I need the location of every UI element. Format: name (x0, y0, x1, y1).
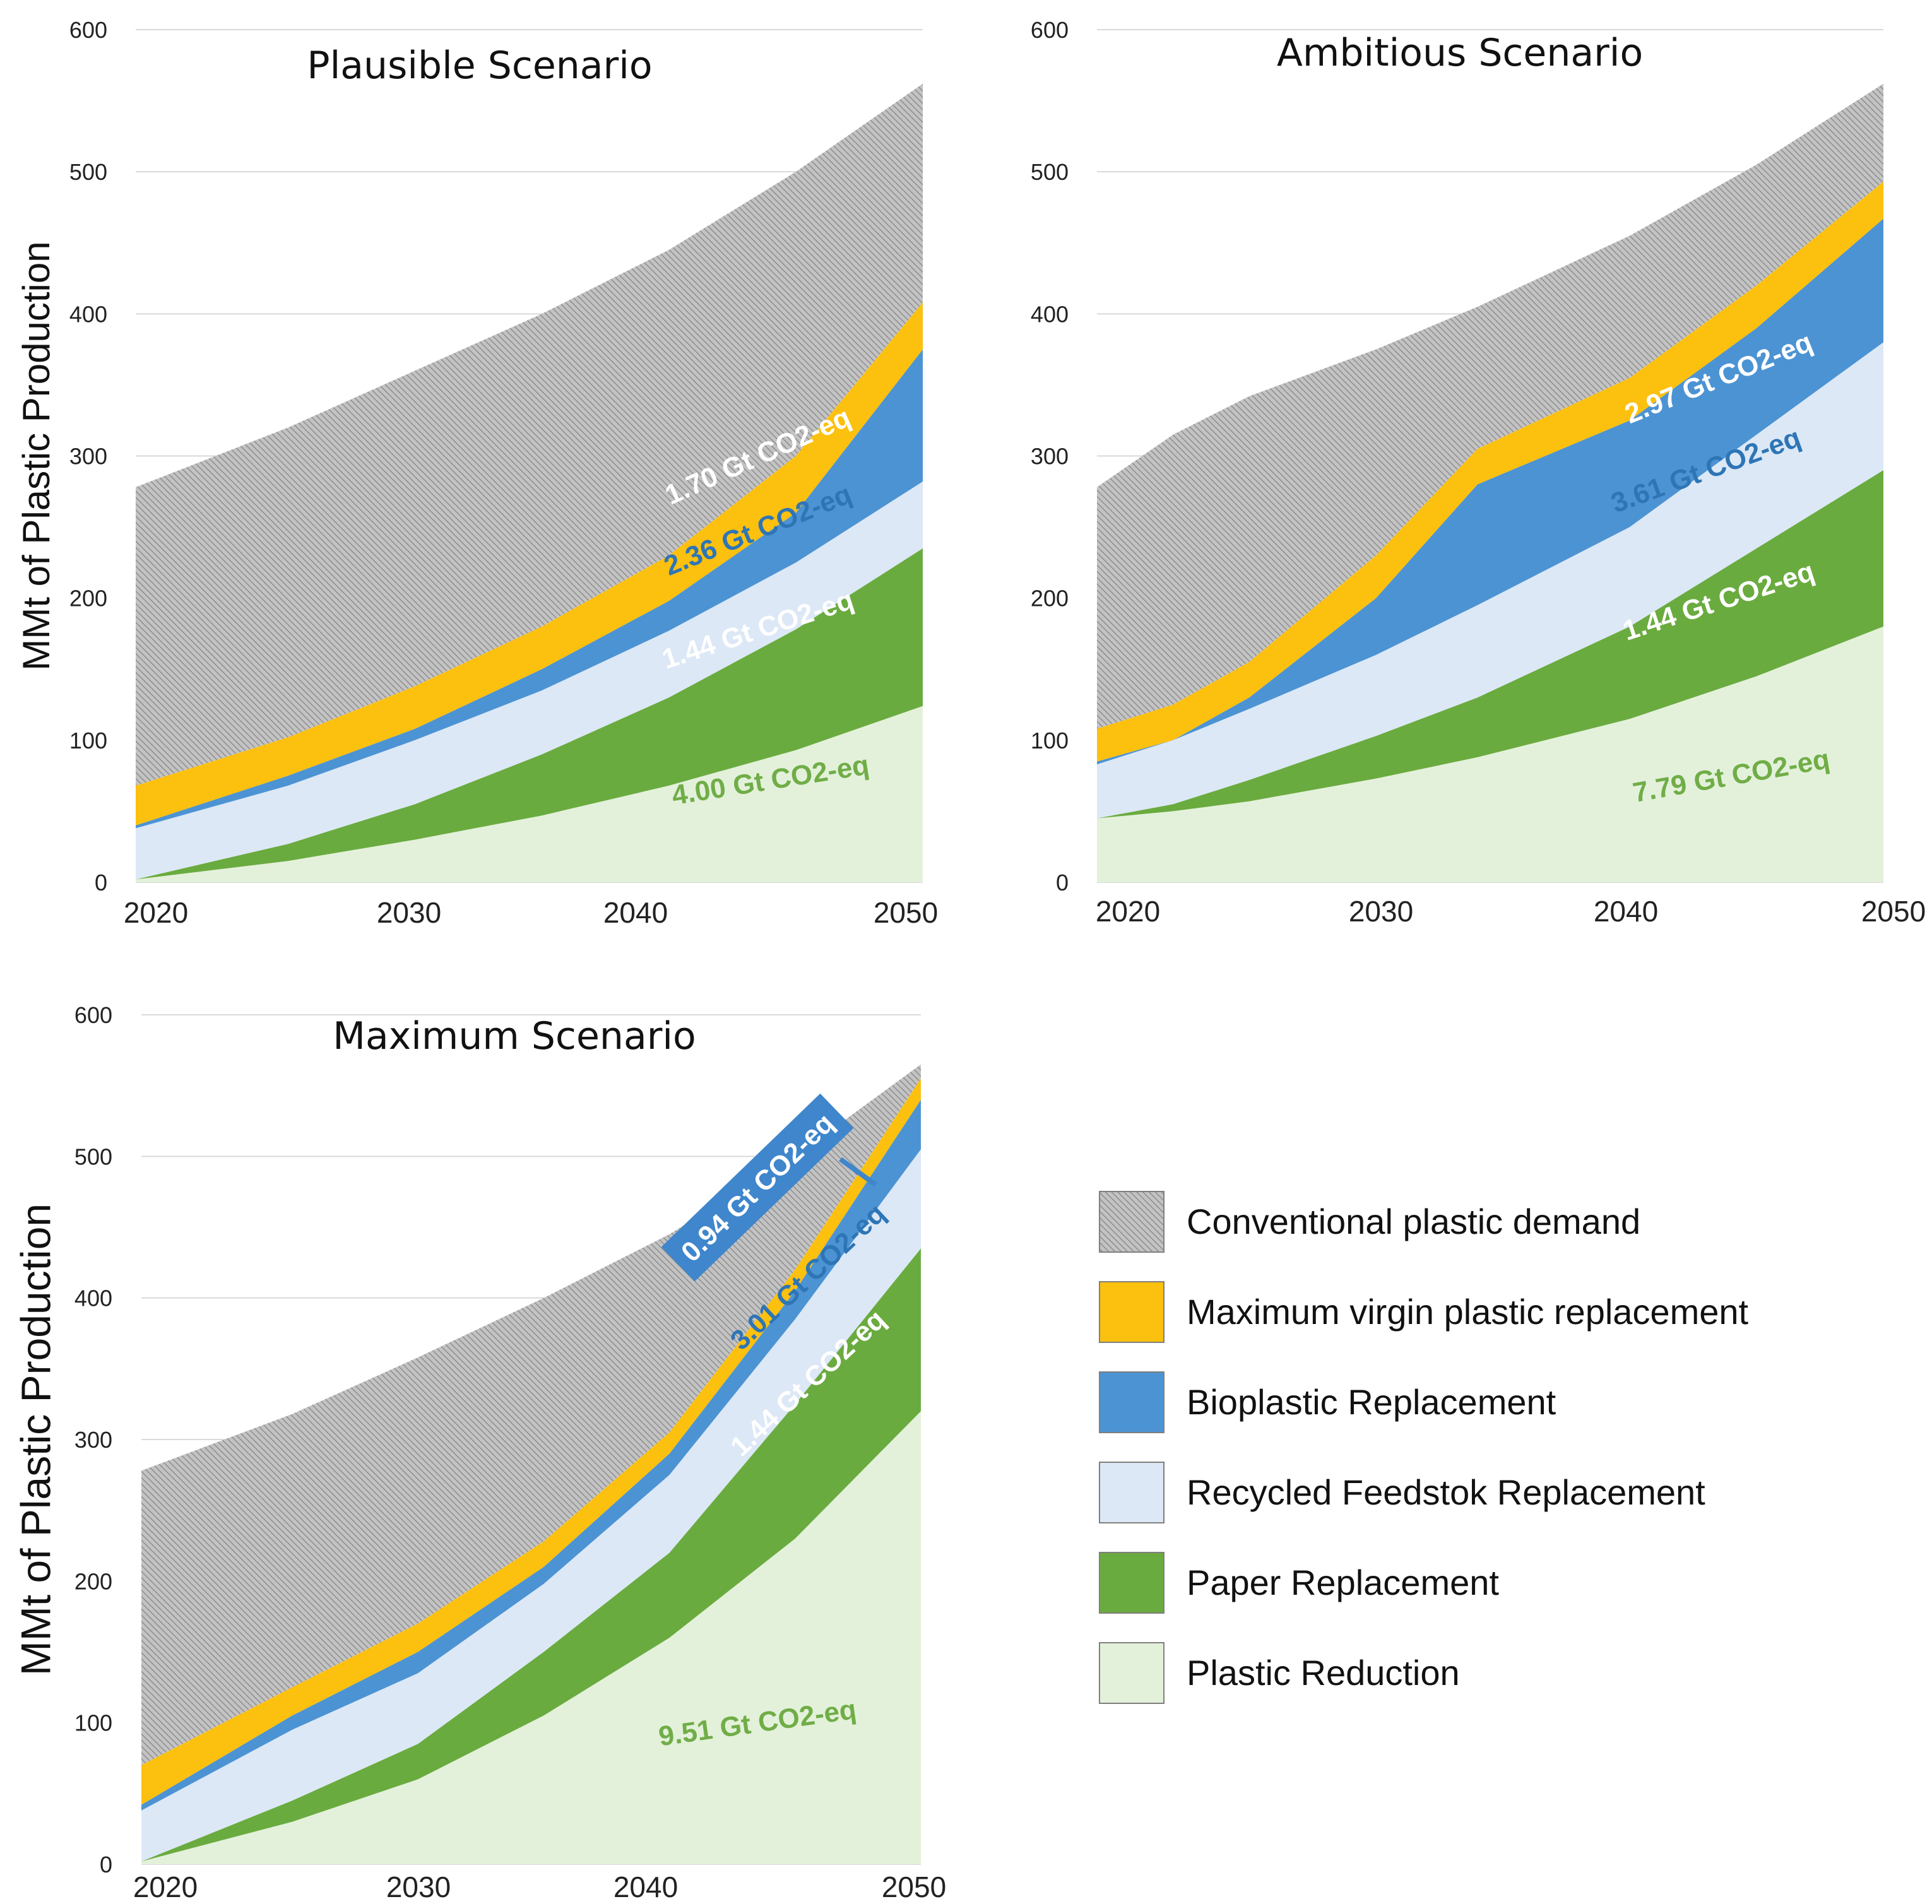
area-recycled (136, 482, 923, 880)
y-tick-label: 0 (95, 870, 107, 896)
y-tick-label: 0 (100, 1852, 112, 1877)
legend-item-reduction: Plastic Reduction (1099, 1642, 1460, 1704)
legend-swatch (1099, 1371, 1165, 1433)
legend-item-conventional: Conventional plastic demand (1099, 1191, 1640, 1253)
y-axis-label: MMt of Plastic Production (12, 1203, 59, 1676)
area-recycled (1097, 342, 1883, 819)
area-reduction (1097, 626, 1883, 882)
legend-label: Maximum virgin plastic replacement (1187, 1292, 1749, 1332)
panel-plausible: 0 100 200 300 400 500 600 2020 2030 2040 2050 Plaus… (15, 17, 938, 929)
x-tick-label: 2040 (613, 1871, 678, 1903)
y-tick-label: 100 (69, 728, 107, 754)
legend-swatch (1099, 1642, 1165, 1704)
x-tick-label: 2020 (124, 896, 188, 929)
area-paper (136, 548, 923, 880)
area-virgin (136, 302, 923, 825)
y-tick-label: 100 (74, 1710, 112, 1736)
y-tick-label: 300 (1031, 444, 1069, 470)
y-tick-label: 100 (1031, 728, 1069, 754)
y-tick-label: 500 (1031, 159, 1069, 185)
area-recycled (141, 1149, 921, 1862)
legend-item-paper: Paper Replacement (1099, 1552, 1499, 1614)
y-tick-label: 500 (74, 1144, 112, 1169)
y-tick-label: 200 (1031, 586, 1069, 612)
legend: Conventional plastic demand Maximum virgi… (1099, 1191, 1749, 1704)
legend-label: Paper Replacement (1187, 1563, 1499, 1602)
area-conventional (1097, 83, 1883, 729)
chart-title: Plausible Scenario (307, 44, 652, 88)
area-reduction (141, 1411, 921, 1864)
y-tick-label: 600 (74, 1002, 112, 1028)
y-tick-label: 200 (69, 586, 107, 612)
x-tick-label: 2030 (377, 896, 441, 929)
legend-item-recycled: Recycled Feedstok Replacement (1099, 1462, 1705, 1523)
y-tick-label: 200 (74, 1568, 112, 1594)
chart-title: Maximum Scenario (333, 1014, 696, 1058)
legend-label: Conventional plastic demand (1187, 1202, 1640, 1241)
panel-maximum: 0 100 200 300 400 500 600 2020 2030 2040 2050 Maxim… (12, 1002, 946, 1903)
y-tick-label: 400 (1031, 301, 1069, 327)
y-tick-label: 300 (69, 444, 107, 470)
x-tick-label: 2020 (1096, 895, 1160, 928)
legend-label: Recycled Feedstok Replacement (1187, 1472, 1705, 1512)
y-tick-label: 400 (74, 1286, 112, 1311)
legend-label: Plastic Reduction (1187, 1653, 1460, 1693)
chart-title: Ambitious Scenario (1277, 31, 1643, 75)
legend-item-bioplastic: Bioplastic Replacement (1099, 1371, 1556, 1433)
area-conventional (136, 83, 923, 786)
x-tick-label: 2030 (1349, 895, 1413, 928)
legend-swatch (1099, 1552, 1165, 1614)
y-axis-label: MMt of Plastic Production (15, 241, 57, 670)
y-tick-label: 500 (69, 159, 107, 185)
y-tick-label: 400 (69, 301, 107, 327)
area-bioplastic (1097, 218, 1883, 765)
area-virgin (1097, 181, 1883, 762)
x-tick-label: 2040 (603, 896, 668, 929)
legend-swatch (1099, 1281, 1165, 1343)
y-tick-label: 0 (1056, 870, 1069, 896)
x-tick-label: 2040 (1594, 895, 1658, 928)
chart-panels: 0 100 200 300 400 500 600 2020 2030 2040 2050 Plaus… (12, 17, 1926, 1903)
annotation-leader (839, 1157, 877, 1187)
legend-label: Bioplastic Replacement (1187, 1382, 1556, 1422)
y-tick-label: 600 (1031, 17, 1069, 43)
y-tick-label: 300 (74, 1427, 112, 1453)
legend-swatch (1099, 1462, 1165, 1523)
x-tick-label: 2050 (882, 1871, 946, 1903)
legend-item-virgin: Maximum virgin plastic replacement (1099, 1281, 1749, 1343)
x-tick-label: 2050 (1861, 895, 1926, 928)
area-virgin (141, 1079, 921, 1805)
y-tick-label: 600 (69, 17, 107, 43)
area-paper (1097, 470, 1883, 819)
x-tick-label: 2020 (133, 1871, 198, 1903)
area-paper (141, 1248, 921, 1862)
panel-ambitious: 0 100 200 300 400 500 600 2020 2030 2040 2050 Ambit… (1031, 17, 1926, 928)
legend-swatch (1099, 1191, 1165, 1253)
annotation-box (661, 1093, 854, 1282)
x-tick-label: 2030 (386, 1871, 451, 1903)
x-tick-label: 2050 (874, 896, 938, 929)
area-reduction (136, 706, 923, 882)
